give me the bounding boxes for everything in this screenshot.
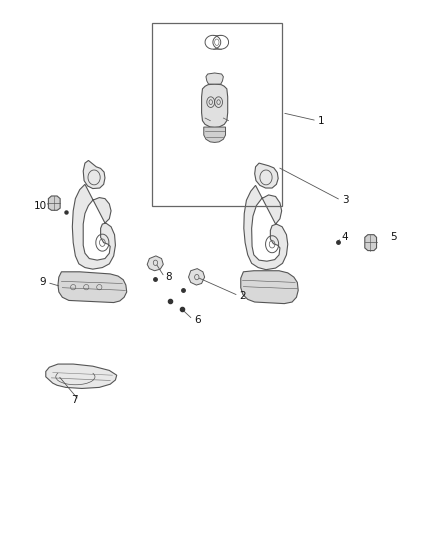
- Polygon shape: [58, 272, 127, 303]
- Text: 3: 3: [342, 195, 349, 205]
- Text: 8: 8: [166, 272, 172, 282]
- Polygon shape: [244, 185, 288, 270]
- Text: 7: 7: [71, 395, 78, 405]
- Text: 6: 6: [194, 314, 201, 325]
- Polygon shape: [365, 235, 377, 251]
- Text: 5: 5: [390, 232, 396, 243]
- Text: 10: 10: [34, 200, 47, 211]
- Polygon shape: [206, 73, 223, 84]
- Polygon shape: [254, 163, 278, 188]
- Polygon shape: [46, 364, 117, 389]
- Bar: [152, 22, 282, 206]
- Text: 2: 2: [240, 290, 246, 301]
- Text: 4: 4: [342, 232, 349, 243]
- Polygon shape: [147, 256, 163, 271]
- Polygon shape: [83, 160, 105, 189]
- Polygon shape: [188, 269, 205, 285]
- Polygon shape: [204, 127, 226, 142]
- Polygon shape: [48, 196, 60, 211]
- Polygon shape: [241, 271, 298, 304]
- Polygon shape: [72, 184, 116, 269]
- Polygon shape: [201, 84, 228, 127]
- Text: 9: 9: [39, 277, 46, 287]
- Text: 1: 1: [318, 116, 325, 126]
